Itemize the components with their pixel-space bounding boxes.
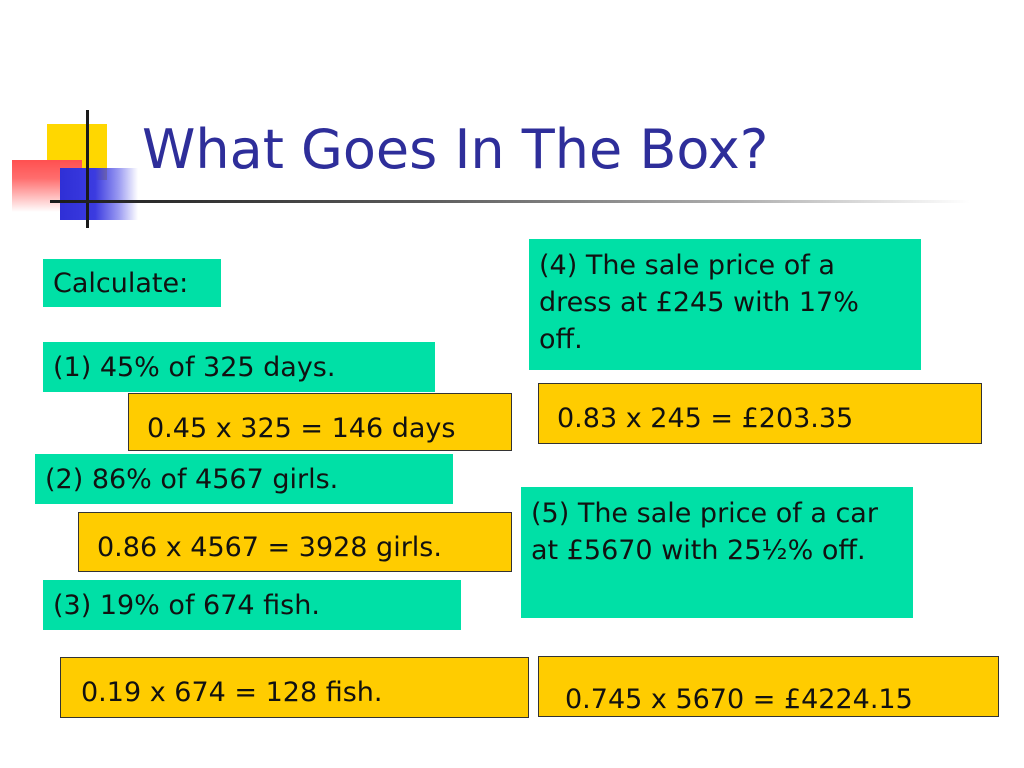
answer-box-1: 0.45 x 325 = 146 days — [128, 393, 512, 451]
question-box-3: (3) 19% of 674 fish. — [43, 580, 461, 630]
question-text-5: (5) The sale price of a car at £5670 wit… — [531, 498, 878, 566]
question-box-2: (2) 86% of 4567 girls. — [35, 454, 453, 504]
decorative-blue-square — [60, 168, 138, 220]
question-box-5: (5) The sale price of a car at £5670 wit… — [521, 487, 913, 618]
answer-box-3: 0.19 x 674 = 128 fish. — [60, 657, 529, 718]
question-box-1: (1) 45% of 325 days. — [43, 342, 435, 392]
question-text-2: (2) 86% of 4567 girls. — [45, 464, 339, 495]
answer-text-1: 0.45 x 325 = 146 days — [147, 413, 456, 444]
answer-text-3: 0.19 x 674 = 128 fish. — [81, 677, 383, 708]
question-text-3: (3) 19% of 674 fish. — [53, 590, 320, 621]
decorative-vertical-line — [86, 110, 89, 228]
instruction-text: Calculate: — [53, 268, 189, 299]
question-box-4: (4) The sale price of a dress at £245 wi… — [529, 239, 921, 370]
answer-box-4: 0.83 x 245 = £203.35 — [538, 383, 982, 444]
slide-title: What Goes In The Box? — [142, 118, 769, 181]
title-underline — [50, 200, 970, 203]
answer-box-5: 0.745 x 5670 = £4224.15 — [538, 656, 999, 717]
answer-box-2: 0.86 x 4567 = 3928 girls. — [78, 512, 512, 572]
question-text-1: (1) 45% of 325 days. — [53, 352, 336, 383]
question-text-4: (4) The sale price of a dress at £245 wi… — [539, 250, 859, 355]
answer-text-4: 0.83 x 245 = £203.35 — [557, 403, 854, 434]
answer-text-5: 0.745 x 5670 = £4224.15 — [565, 684, 913, 715]
answer-text-2: 0.86 x 4567 = 3928 girls. — [97, 532, 442, 563]
instruction-box: Calculate: — [43, 259, 221, 307]
